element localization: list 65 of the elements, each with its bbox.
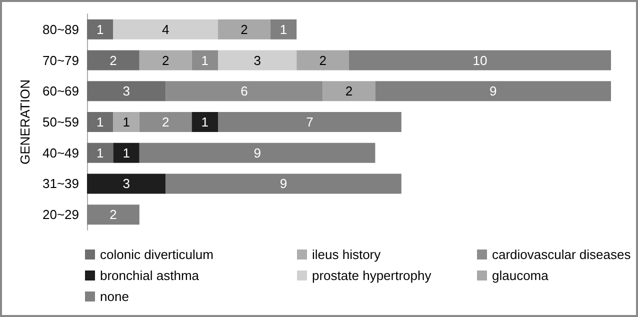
bar (87, 204, 140, 225)
data-label: 4 (162, 22, 170, 37)
data-label: 1 (280, 22, 288, 37)
bar (87, 142, 114, 163)
bar (270, 19, 297, 40)
data-label: 1 (122, 114, 130, 130)
bar (87, 174, 166, 194)
data-label: 2 (345, 84, 353, 99)
legend-label: cardiovascular diseases (492, 247, 632, 262)
bar (349, 50, 611, 70)
bar (218, 19, 270, 40)
data-label: 1 (201, 52, 209, 68)
data-label: 9 (254, 145, 261, 160)
data-label: 3 (254, 52, 261, 68)
legend-label: prostate hypertrophy (312, 268, 432, 283)
data-label: 2 (110, 52, 117, 68)
data-label: 9 (489, 84, 497, 99)
bar (139, 50, 192, 70)
data-label: 2 (319, 52, 326, 68)
data-label: 1 (122, 145, 130, 160)
bar (87, 19, 114, 40)
y-tick-label: 80~89 (42, 22, 79, 37)
legend-label: none (100, 289, 129, 304)
data-label: 10 (472, 52, 488, 68)
data-label: 1 (96, 22, 104, 37)
bar (322, 81, 376, 102)
data-label: 2 (162, 52, 170, 68)
bar (296, 50, 349, 70)
bar (192, 112, 218, 132)
y-tick-label: 31~39 (42, 176, 79, 192)
data-label: 1 (201, 114, 209, 130)
data-label: 3 (122, 84, 130, 99)
bar (218, 112, 402, 132)
bar (87, 50, 140, 70)
data-label: 2 (162, 114, 170, 130)
y-tick-label: 20~29 (42, 207, 79, 222)
legend-label: bronchial asthma (100, 268, 200, 283)
y-tick-label: 70~79 (42, 52, 79, 68)
data-label: 3 (122, 176, 130, 192)
y-tick-label: 50~59 (42, 114, 79, 130)
data-label: 2 (240, 22, 248, 37)
bar (87, 81, 166, 102)
y-tick-label: 60~69 (42, 84, 79, 99)
bar (87, 112, 114, 132)
bar (113, 112, 140, 132)
y-axis-title: GENERATION (18, 80, 33, 164)
legend-label: glaucoma (492, 268, 550, 283)
legend-label: ileus history (312, 247, 382, 262)
bar (113, 19, 218, 40)
data-label: 6 (240, 84, 248, 99)
bar (166, 81, 323, 102)
bar (139, 112, 192, 132)
data-label: 7 (306, 114, 314, 130)
bar (113, 142, 140, 163)
bar (166, 174, 402, 194)
data-label: 1 (96, 114, 104, 130)
y-tick-label: 40~49 (42, 145, 79, 160)
data-label: 2 (110, 207, 117, 222)
data-label: 9 (280, 176, 288, 192)
legend-label: colonic diverticulum (100, 247, 214, 262)
bar (192, 50, 218, 70)
data-label: 1 (96, 145, 104, 160)
bar (218, 50, 297, 70)
bar (375, 81, 611, 102)
bar (139, 142, 376, 163)
